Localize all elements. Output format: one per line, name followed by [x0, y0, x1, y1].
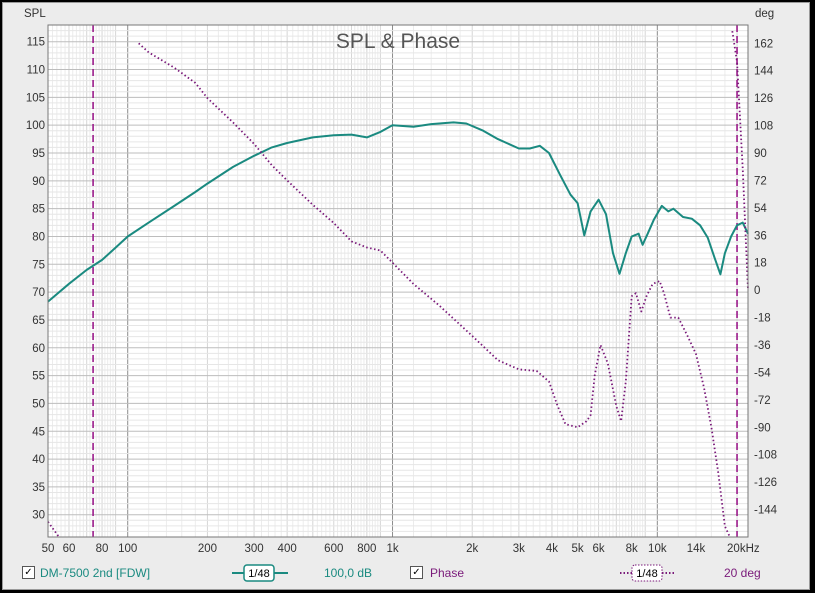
x-axis-ticks: 50 60 80 100 200 300 400 600 800 1k 2k 3k 4k 5k 6k 8k 10…	[42, 543, 760, 555]
x-tick-label: 5k	[572, 543, 584, 555]
left-axis-ticks: 30 35 40 45 50 55 60 65 70 75 80 85 90 95 100 105 110 115	[26, 37, 45, 522]
x-tick-label: 800	[357, 543, 376, 555]
right-tick-label: -144	[754, 505, 778, 517]
phase-smoothing-label: 1/48	[636, 568, 657, 580]
x-tick-label: 60	[63, 543, 76, 555]
left-tick-label: 35	[32, 482, 45, 494]
x-tick-label: 20kHz	[727, 543, 760, 555]
right-tick-label: -72	[754, 395, 771, 407]
x-tick-label: 1k	[386, 543, 398, 555]
left-tick-label: 55	[32, 371, 45, 383]
left-tick-label: 70	[32, 287, 45, 299]
x-tick-label: 3k	[513, 543, 525, 555]
left-tick-label: 110	[27, 65, 45, 77]
left-tick-label: 75	[32, 259, 45, 271]
right-tick-label: -36	[754, 340, 771, 352]
x-tick-label: 2k	[466, 543, 478, 555]
x-tick-label: 100	[118, 543, 137, 555]
right-tick-label: 72	[754, 175, 767, 187]
spl-legend-name[interactable]: DM-7500 2nd [FDW]	[40, 566, 151, 580]
x-tick-label: 400	[278, 543, 297, 555]
left-tick-label: 45	[32, 426, 45, 438]
right-tick-label: -126	[754, 477, 777, 489]
left-axis-label: SPL	[24, 8, 46, 20]
spl-smoothing-control[interactable]: 1/48	[232, 563, 288, 583]
plot-border	[47, 24, 749, 538]
right-tick-label: 0	[754, 285, 760, 297]
series-layer	[47, 30, 749, 538]
right-tick-label: 162	[754, 38, 773, 50]
right-tick-label: 108	[754, 121, 773, 133]
right-tick-label: -90	[754, 422, 771, 434]
right-tick-label: -54	[754, 367, 771, 379]
phase-smoothing-control[interactable]: 1/48	[620, 563, 676, 583]
phase-scale-value[interactable]: 20 deg	[724, 566, 761, 580]
right-tick-label: 18	[754, 258, 767, 270]
right-tick-label: 36	[754, 230, 767, 242]
grid	[47, 24, 749, 538]
left-tick-label: 115	[27, 37, 45, 49]
right-axis-ticks: -144 -126 -108 -90 -72 -54 -36 -18 0 18 36 54 72 90 10…	[754, 38, 778, 516]
left-tick-label: 60	[32, 343, 45, 355]
left-tick-label: 105	[26, 92, 45, 104]
x-tick-label: 8k	[626, 543, 638, 555]
x-tick-label: 14k	[687, 543, 706, 555]
x-tick-label: 6k	[592, 543, 604, 555]
left-tick-label: 40	[32, 454, 45, 466]
left-tick-label: 95	[32, 148, 45, 160]
left-tick-label: 50	[32, 398, 45, 410]
right-tick-label: 126	[754, 93, 773, 105]
x-tick-label: 600	[324, 543, 343, 555]
x-tick-label: 200	[198, 543, 217, 555]
phase-series-line	[138, 42, 731, 538]
left-tick-label: 80	[32, 231, 45, 243]
spl-series-line	[47, 121, 749, 303]
frequency-markers[interactable]	[92, 25, 738, 537]
spl-offset-value[interactable]: 100,0 dB	[324, 566, 373, 580]
x-tick-label: 80	[96, 543, 109, 555]
right-tick-label: -108	[754, 450, 777, 462]
spl-smoothing-label: 1/48	[248, 568, 269, 580]
left-tick-label: 65	[32, 315, 45, 327]
left-tick-label: 100	[26, 120, 45, 132]
right-axis-label: deg	[755, 8, 774, 20]
right-tick-label: 144	[754, 66, 774, 78]
left-tick-label: 90	[32, 176, 45, 188]
right-tick-label: -18	[754, 313, 771, 325]
x-tick-label: 50	[42, 543, 55, 555]
phase-series-line	[47, 521, 60, 538]
right-tick-label: 90	[754, 148, 767, 160]
phase-visibility-checkbox[interactable]: ✓	[410, 566, 423, 579]
spl-visibility-checkbox[interactable]: ✓	[22, 566, 35, 579]
phase-series-line	[731, 30, 749, 291]
x-tick-label: 10k	[648, 543, 667, 555]
left-tick-label: 85	[32, 204, 45, 216]
x-tick-label: 300	[244, 543, 263, 555]
right-tick-label: 54	[754, 203, 767, 215]
left-tick-label: 30	[32, 510, 45, 522]
x-tick-label: 4k	[546, 543, 558, 555]
phase-legend-name[interactable]: Phase	[430, 566, 465, 580]
chart-title: SPL & Phase	[336, 30, 460, 53]
